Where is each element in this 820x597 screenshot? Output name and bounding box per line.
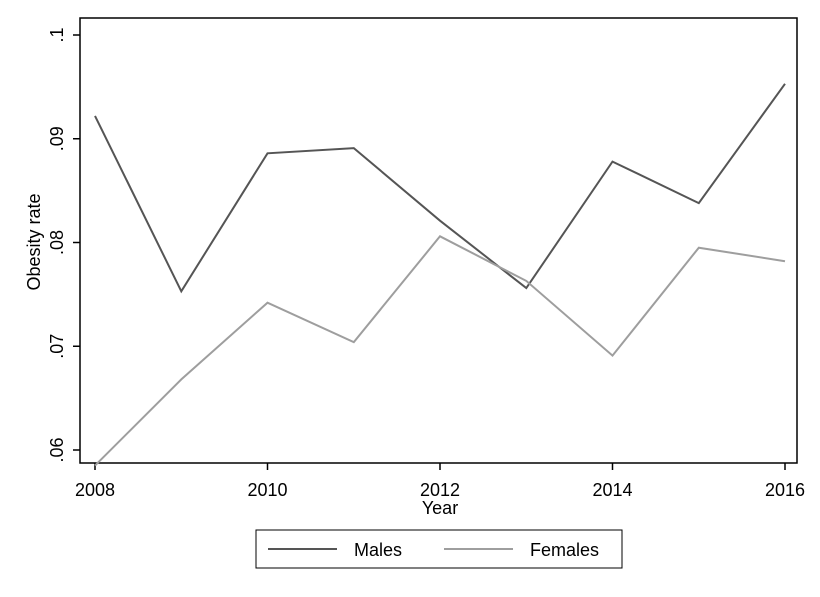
y-tick-label: .08 [47,230,67,255]
x-axis-title: Year [422,498,458,518]
x-tick-label: 2016 [765,480,805,500]
x-tick-label: 2014 [592,480,632,500]
legend-label-females: Females [530,540,599,560]
y-tick-label: .1 [47,27,67,42]
legend-label-males: Males [354,540,402,560]
y-tick-label: .07 [47,334,67,359]
x-tick-label: 2008 [75,480,115,500]
y-tick-label: .06 [47,437,67,462]
x-tick-label: 2010 [247,480,287,500]
series-line-males [94,83,786,294]
x-axis: 2008 2010 2012 2014 2016 [75,463,805,500]
x-tick-label: 2012 [420,480,460,500]
plot-frame [79,17,798,464]
series-layer [94,83,786,467]
y-axis: .06 .07 .08 .09 .1 [47,27,80,463]
y-axis-title: Obesity rate [24,193,44,290]
legend-box [255,529,623,569]
series-line-females [94,235,786,467]
y-tick-label: .09 [47,126,67,151]
legend: Males Females [255,529,623,569]
